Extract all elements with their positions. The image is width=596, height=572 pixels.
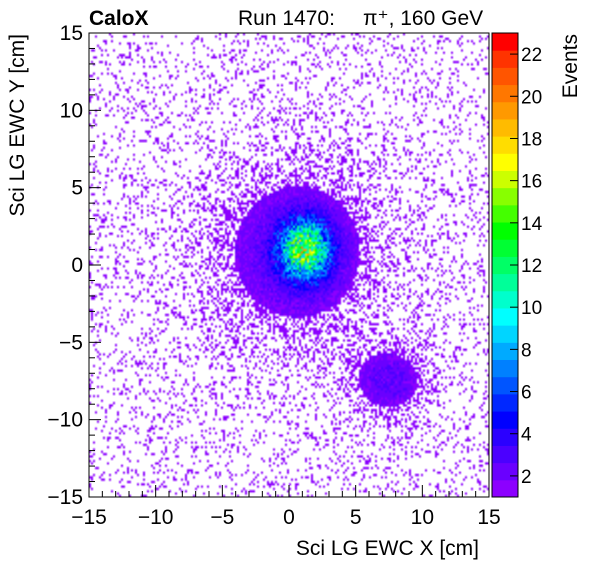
x-tick-label: 15	[477, 506, 500, 529]
color-bar-tick-label: 22	[521, 45, 542, 66]
color-bar-swatch	[492, 187, 518, 206]
color-bar-tick-label: 10	[521, 298, 542, 319]
color-bar-swatch	[492, 118, 518, 137]
color-bar-tick-label: 20	[521, 87, 542, 108]
color-bar-swatch	[492, 136, 518, 154]
color-bar-swatch	[492, 359, 518, 378]
color-bar-swatch	[492, 479, 518, 498]
y-tick-label: 5	[71, 177, 83, 200]
y-tick-label: 10	[60, 99, 83, 122]
color-bar-swatch	[492, 101, 518, 120]
color-bar-tick-label: 6	[521, 383, 532, 404]
y-tick-label: −15	[47, 486, 83, 509]
beam-label: π⁺, 160 GeV	[363, 7, 483, 30]
y-tick-label: −10	[47, 409, 83, 432]
color-bar-tick-label: 12	[521, 256, 542, 277]
color-bar-swatch	[492, 170, 518, 189]
experiment-label: CaloX	[89, 7, 149, 30]
x-axis-ticks: −15 −10 −5 0 5 10 15	[71, 485, 501, 529]
color-bar-ticks: 2 4 6 8 10 12 14 16 18 20 22	[510, 45, 543, 488]
color-bar-swatch	[492, 411, 518, 429]
color-bar-swatch	[492, 222, 518, 240]
color-bar-swatch	[492, 307, 518, 326]
x-tick-label: −10	[138, 506, 174, 529]
color-bar-swatch	[492, 153, 518, 171]
color-bar-tick-label: 4	[521, 425, 532, 446]
color-bar-tick-label: 16	[521, 172, 542, 193]
color-bar-swatch	[492, 50, 518, 68]
color-bar-swatch	[492, 204, 518, 223]
x-tick-label: −5	[210, 506, 234, 529]
run-label: Run 1470:	[238, 7, 335, 30]
plot-area: −15 −10 −5 0 5 10 15 −15 −10 −5 0 5 10 15	[47, 22, 500, 529]
y-tick-label: 0	[71, 254, 83, 277]
color-bar-swatch	[492, 462, 518, 481]
y-axis-ticks: −15 −10 −5 0 5 10 15	[47, 22, 101, 509]
heatmap-cells	[89, 33, 489, 497]
color-bar-tick-label: 2	[521, 467, 532, 488]
color-bar-tick-label: 8	[521, 340, 532, 361]
y-tick-label: 15	[60, 22, 83, 45]
x-tick-label: 0	[283, 506, 295, 529]
x-tick-label: −15	[71, 506, 107, 529]
color-bar-swatch	[492, 84, 518, 103]
y-tick-label: −5	[59, 331, 83, 354]
color-bar-tick-label: 14	[521, 214, 543, 235]
x-tick-label: 5	[350, 506, 362, 529]
color-bar-swatch	[492, 342, 518, 361]
color-bar-swatch	[492, 33, 518, 51]
color-bar-swatch	[492, 428, 518, 446]
color-bar-swatch	[492, 445, 518, 464]
x-axis-title: Sci LG EWC X [cm]	[296, 537, 479, 560]
color-bar-swatch	[492, 256, 518, 275]
y-axis-title: Sci LG EWC Y [cm]	[6, 34, 29, 216]
color-bar-title: Events	[559, 34, 582, 98]
color-bar-swatch	[492, 273, 518, 292]
x-tick-label: 10	[411, 506, 434, 529]
color-bar-tick-label: 18	[521, 129, 542, 150]
color-bar-swatch	[492, 290, 518, 309]
color-bar: 2 4 6 8 10 12 14 16 18 20 22	[491, 32, 543, 498]
color-bar-swatch	[492, 67, 518, 86]
color-bar-swatch	[492, 325, 518, 343]
color-bar-swatch	[492, 393, 518, 412]
color-bar-swatch	[492, 239, 518, 257]
color-bar-swatch	[492, 376, 518, 395]
